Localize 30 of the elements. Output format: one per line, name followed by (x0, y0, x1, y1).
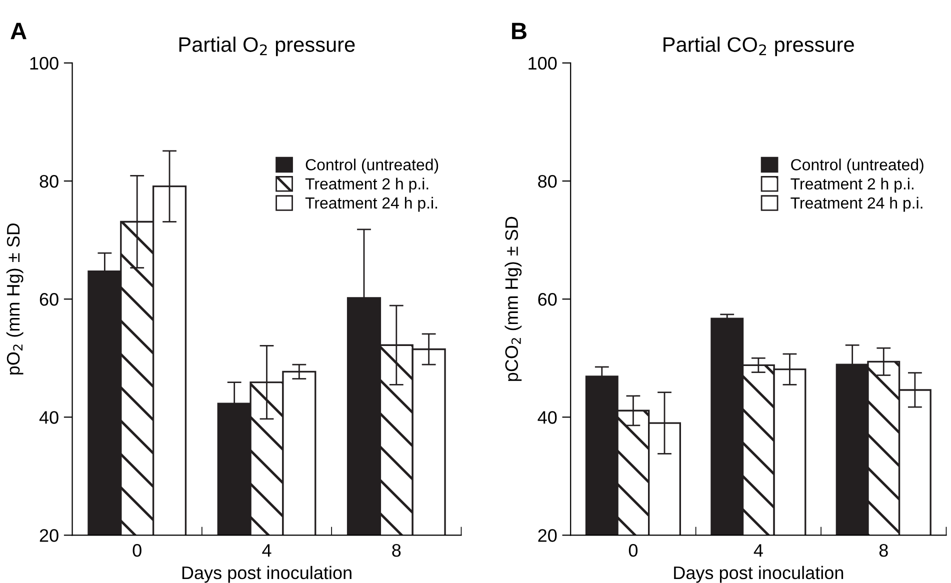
x-tick-label: 8 (879, 544, 888, 557)
text: B (512, 22, 526, 40)
y-tick-label: 80 (40, 174, 58, 188)
legend-label: Treatment 24 h p.i. (305, 196, 438, 212)
y-tick-label: 80 (538, 174, 557, 188)
x-tick-label: 0 (628, 544, 638, 557)
y-tick-label: 40 (538, 411, 557, 424)
x-tick-label: 4 (754, 544, 763, 557)
legend-label: Control (untreated) (306, 158, 438, 174)
y-axis-title: pCO$_{2}$ (mm Hg) ± SD (504, 216, 522, 381)
y-tick-label: 20 (40, 529, 58, 542)
x-axis-title: Days post inoculation (674, 566, 844, 583)
x-tick-label: 4 (262, 544, 272, 557)
legend-label: Treatment 24 h p.i. (790, 196, 922, 212)
legend-label: Control (untreated) (791, 158, 924, 174)
y-tick-label: 60 (538, 293, 557, 306)
x-tick-label: 0 (132, 544, 142, 557)
x-axis-title: Days post inoculation (182, 566, 352, 583)
y-tick-label: 60 (40, 293, 58, 306)
text: A (10, 22, 26, 40)
chart-title: Partial O$_{2}$ pressure (179, 36, 355, 56)
y-tick-label: 100 (30, 56, 58, 70)
legend-label: Treatment 2 h p.i. (305, 178, 428, 193)
chart-title: Partial CO$_{2}$ pressure (664, 36, 854, 56)
y-tick-label: 20 (538, 529, 557, 542)
y-tick-label: 40 (39, 411, 58, 424)
y-axis-title: pO$_{2}$ (mm Hg) ± SD (6, 223, 24, 374)
legend-label: Treatment 2 h p.i. (790, 178, 914, 193)
y-tick-label: 100 (528, 56, 557, 70)
x-tick-label: 8 (392, 544, 401, 557)
